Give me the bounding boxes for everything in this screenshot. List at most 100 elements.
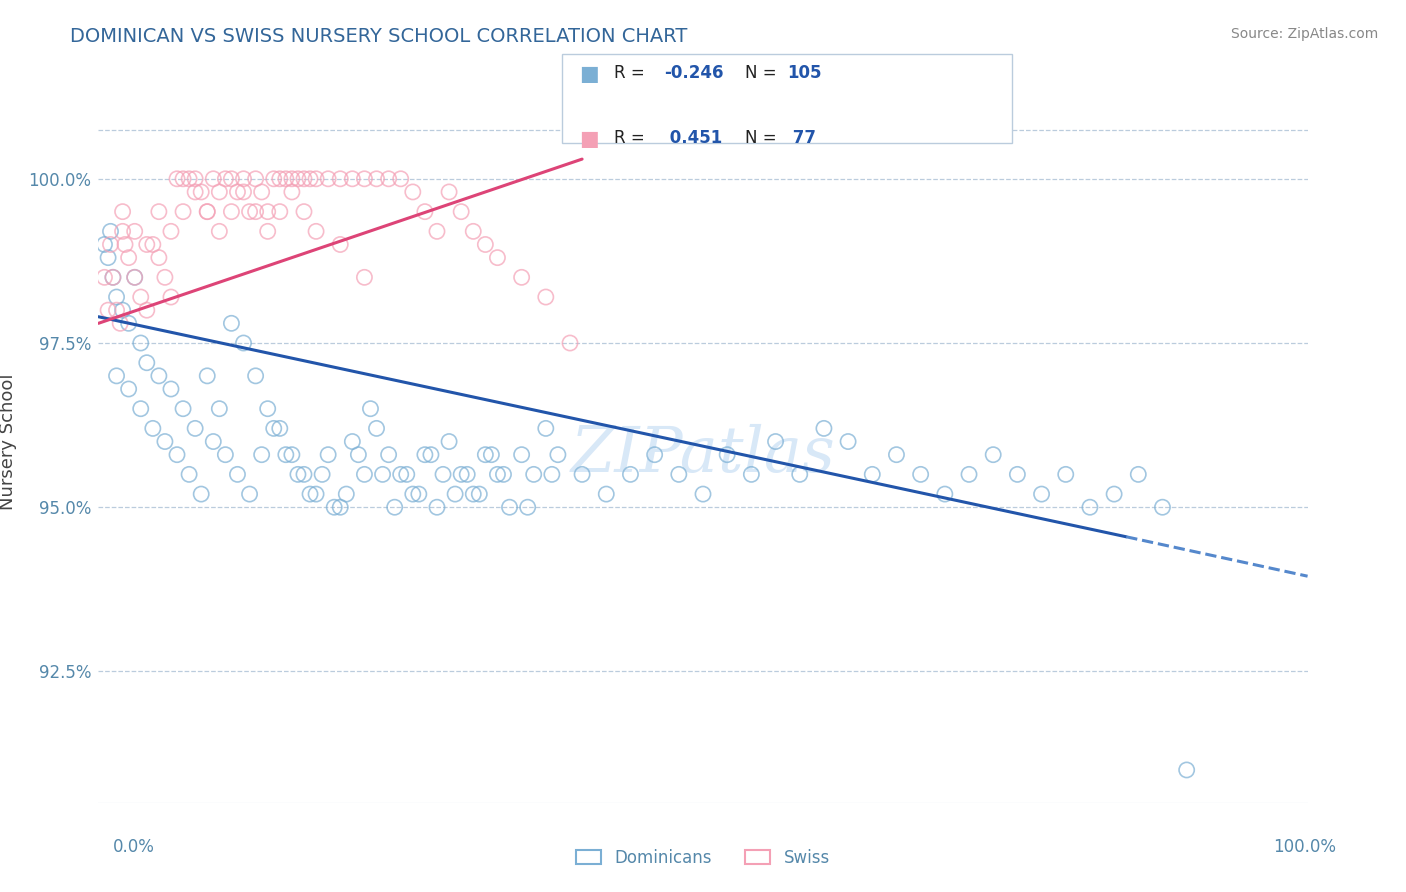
Point xyxy=(190,487,212,501)
Point xyxy=(287,171,309,186)
Point xyxy=(540,467,562,482)
Point xyxy=(450,467,472,482)
Point xyxy=(437,434,460,449)
Point xyxy=(184,171,207,186)
Point xyxy=(837,434,859,449)
Point xyxy=(468,487,491,501)
Point xyxy=(124,270,146,285)
Point xyxy=(232,185,254,199)
Point xyxy=(250,448,273,462)
Point xyxy=(305,171,328,186)
Point xyxy=(105,290,128,304)
Point xyxy=(179,171,201,186)
Point xyxy=(1031,487,1053,501)
Point xyxy=(498,500,520,515)
Point xyxy=(389,171,412,186)
Point xyxy=(486,467,509,482)
Point xyxy=(111,224,134,238)
Point xyxy=(474,448,496,462)
Point xyxy=(287,467,309,482)
Point xyxy=(221,171,243,186)
Point xyxy=(1102,487,1125,501)
Point xyxy=(105,368,128,383)
Point xyxy=(214,171,236,186)
Point xyxy=(214,448,236,462)
Point xyxy=(221,204,243,219)
Point xyxy=(813,421,835,435)
Point xyxy=(245,171,267,186)
Point xyxy=(153,434,176,449)
Point xyxy=(111,204,134,219)
Point xyxy=(135,356,157,370)
Point xyxy=(426,500,449,515)
Point xyxy=(202,171,225,186)
Point xyxy=(444,487,467,501)
Point xyxy=(668,467,690,482)
Point xyxy=(142,237,165,252)
Point xyxy=(124,270,146,285)
Point xyxy=(153,270,176,285)
Point xyxy=(269,204,291,219)
Text: ZIPatlas: ZIPatlas xyxy=(571,424,835,485)
Point xyxy=(371,467,394,482)
Point xyxy=(129,401,152,416)
Point xyxy=(353,467,375,482)
Point xyxy=(148,204,170,219)
Point xyxy=(274,171,297,186)
Point xyxy=(100,224,122,238)
Text: R =: R = xyxy=(614,129,655,147)
Point xyxy=(408,487,430,501)
Point xyxy=(353,270,375,285)
Point xyxy=(97,303,120,318)
Point xyxy=(93,270,115,285)
Point xyxy=(118,382,141,396)
Point xyxy=(347,448,370,462)
Point xyxy=(474,237,496,252)
Point xyxy=(420,448,443,462)
Point xyxy=(740,467,762,482)
Point xyxy=(335,487,357,501)
Text: N =: N = xyxy=(745,129,782,147)
Point xyxy=(221,316,243,330)
Point xyxy=(595,487,617,501)
Point xyxy=(263,421,285,435)
Point xyxy=(384,500,406,515)
Text: ■: ■ xyxy=(579,129,599,149)
Point xyxy=(105,303,128,318)
Point xyxy=(148,368,170,383)
Point xyxy=(316,448,339,462)
Point xyxy=(692,487,714,501)
Point xyxy=(281,185,304,199)
Point xyxy=(789,467,811,482)
Point xyxy=(208,185,231,199)
Point xyxy=(195,204,218,219)
Point xyxy=(486,251,509,265)
Point xyxy=(135,237,157,252)
Point xyxy=(716,448,738,462)
Text: R =: R = xyxy=(614,64,651,82)
Point xyxy=(1054,467,1077,482)
Point xyxy=(1078,500,1101,515)
Point xyxy=(510,270,533,285)
Point xyxy=(342,171,364,186)
Point xyxy=(269,421,291,435)
Point xyxy=(114,237,136,252)
Point xyxy=(547,448,569,462)
Point xyxy=(413,204,436,219)
Point xyxy=(463,224,485,238)
Text: -0.246: -0.246 xyxy=(664,64,723,82)
Point xyxy=(184,185,207,199)
Point xyxy=(202,434,225,449)
Text: 105: 105 xyxy=(787,64,823,82)
Point xyxy=(299,171,322,186)
Point xyxy=(195,204,218,219)
Text: Source: ZipAtlas.com: Source: ZipAtlas.com xyxy=(1230,27,1378,41)
Point xyxy=(208,224,231,238)
Point xyxy=(342,434,364,449)
Point xyxy=(190,185,212,199)
Point xyxy=(426,224,449,238)
Point xyxy=(1128,467,1150,482)
Y-axis label: Nursery School: Nursery School xyxy=(0,373,17,510)
Point xyxy=(353,171,375,186)
Point xyxy=(172,171,194,186)
